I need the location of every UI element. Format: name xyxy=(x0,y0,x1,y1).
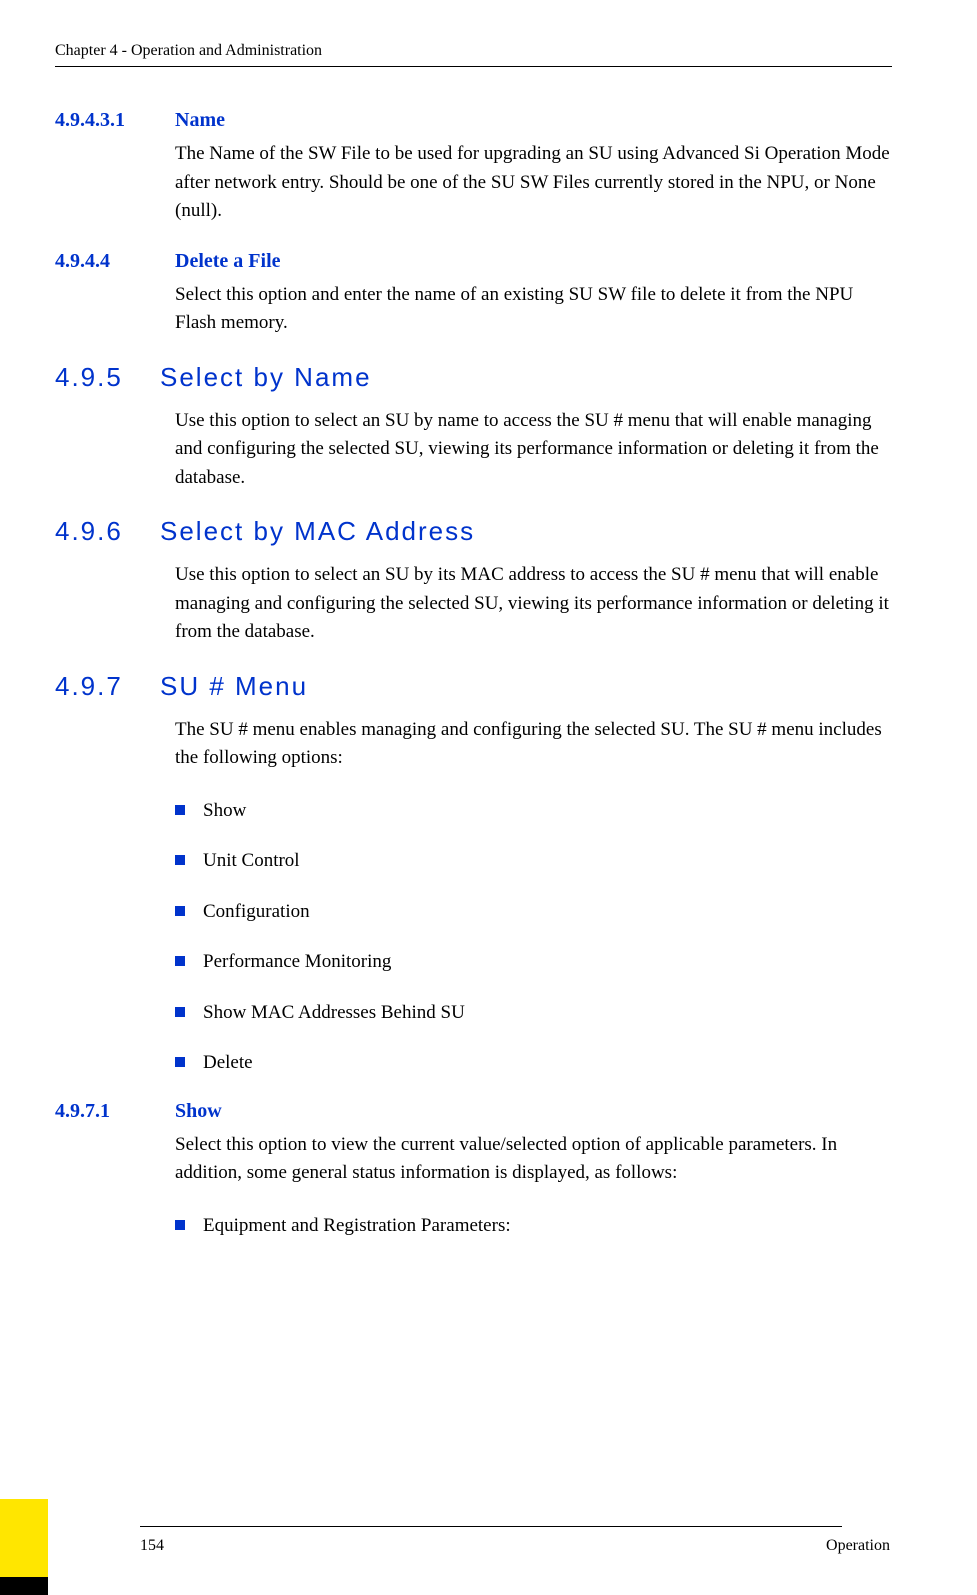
list-item: Equipment and Registration Parameters: xyxy=(175,1212,892,1241)
heading-4-9-7: 4.9.7 SU # Menu xyxy=(55,671,892,702)
running-header: Chapter 4 - Operation and Administration xyxy=(55,42,892,67)
heading-4-9-4-3-1: 4.9.4.3.1 Name xyxy=(55,109,892,132)
footer-rule xyxy=(140,1526,842,1527)
section-number: 4.9.7 xyxy=(55,671,160,702)
list-item: Show MAC Addresses Behind SU xyxy=(175,999,892,1028)
list-item: Unit Control xyxy=(175,847,892,876)
section-number: 4.9.5 xyxy=(55,362,160,393)
section-number: 4.9.6 xyxy=(55,516,160,547)
footer-label: Operation xyxy=(826,1537,890,1555)
page-footer: 154 Operation xyxy=(55,1526,892,1555)
page-number: 154 xyxy=(140,1537,164,1555)
body-paragraph: Use this option to select an SU by its M… xyxy=(175,561,892,647)
list-item: Show xyxy=(175,797,892,826)
body-paragraph: Select this option to view the current v… xyxy=(175,1131,892,1188)
body-paragraph: The SU # menu enables managing and confi… xyxy=(175,716,892,773)
menu-options-list: Show Unit Control Configuration Performa… xyxy=(175,797,892,1078)
list-item: Configuration xyxy=(175,898,892,927)
section-number: 4.9.4.3.1 xyxy=(55,109,175,132)
body-paragraph: Select this option and enter the name of… xyxy=(175,281,892,338)
heading-4-9-5: 4.9.5 Select by Name xyxy=(55,362,892,393)
section-title: Show xyxy=(175,1100,222,1123)
body-paragraph: Use this option to select an SU by name … xyxy=(175,407,892,493)
section-number: 4.9.4.4 xyxy=(55,250,175,273)
heading-4-9-6: 4.9.6 Select by MAC Address xyxy=(55,516,892,547)
list-item: Performance Monitoring xyxy=(175,948,892,977)
show-sublist: Equipment and Registration Parameters: xyxy=(175,1212,892,1241)
section-title: Delete a File xyxy=(175,250,281,273)
section-title: Select by Name xyxy=(160,362,372,393)
page-container: Chapter 4 - Operation and Administration… xyxy=(0,0,977,1240)
section-title: Name xyxy=(175,109,225,132)
section-title: SU # Menu xyxy=(160,671,308,702)
body-paragraph: The Name of the SW File to be used for u… xyxy=(175,140,892,226)
heading-4-9-7-1: 4.9.7.1 Show xyxy=(55,1100,892,1123)
section-number: 4.9.7.1 xyxy=(55,1100,175,1123)
heading-4-9-4-4: 4.9.4.4 Delete a File xyxy=(55,250,892,273)
page-accent-black xyxy=(0,1577,48,1595)
section-title: Select by MAC Address xyxy=(160,516,475,547)
list-item: Delete xyxy=(175,1049,892,1078)
